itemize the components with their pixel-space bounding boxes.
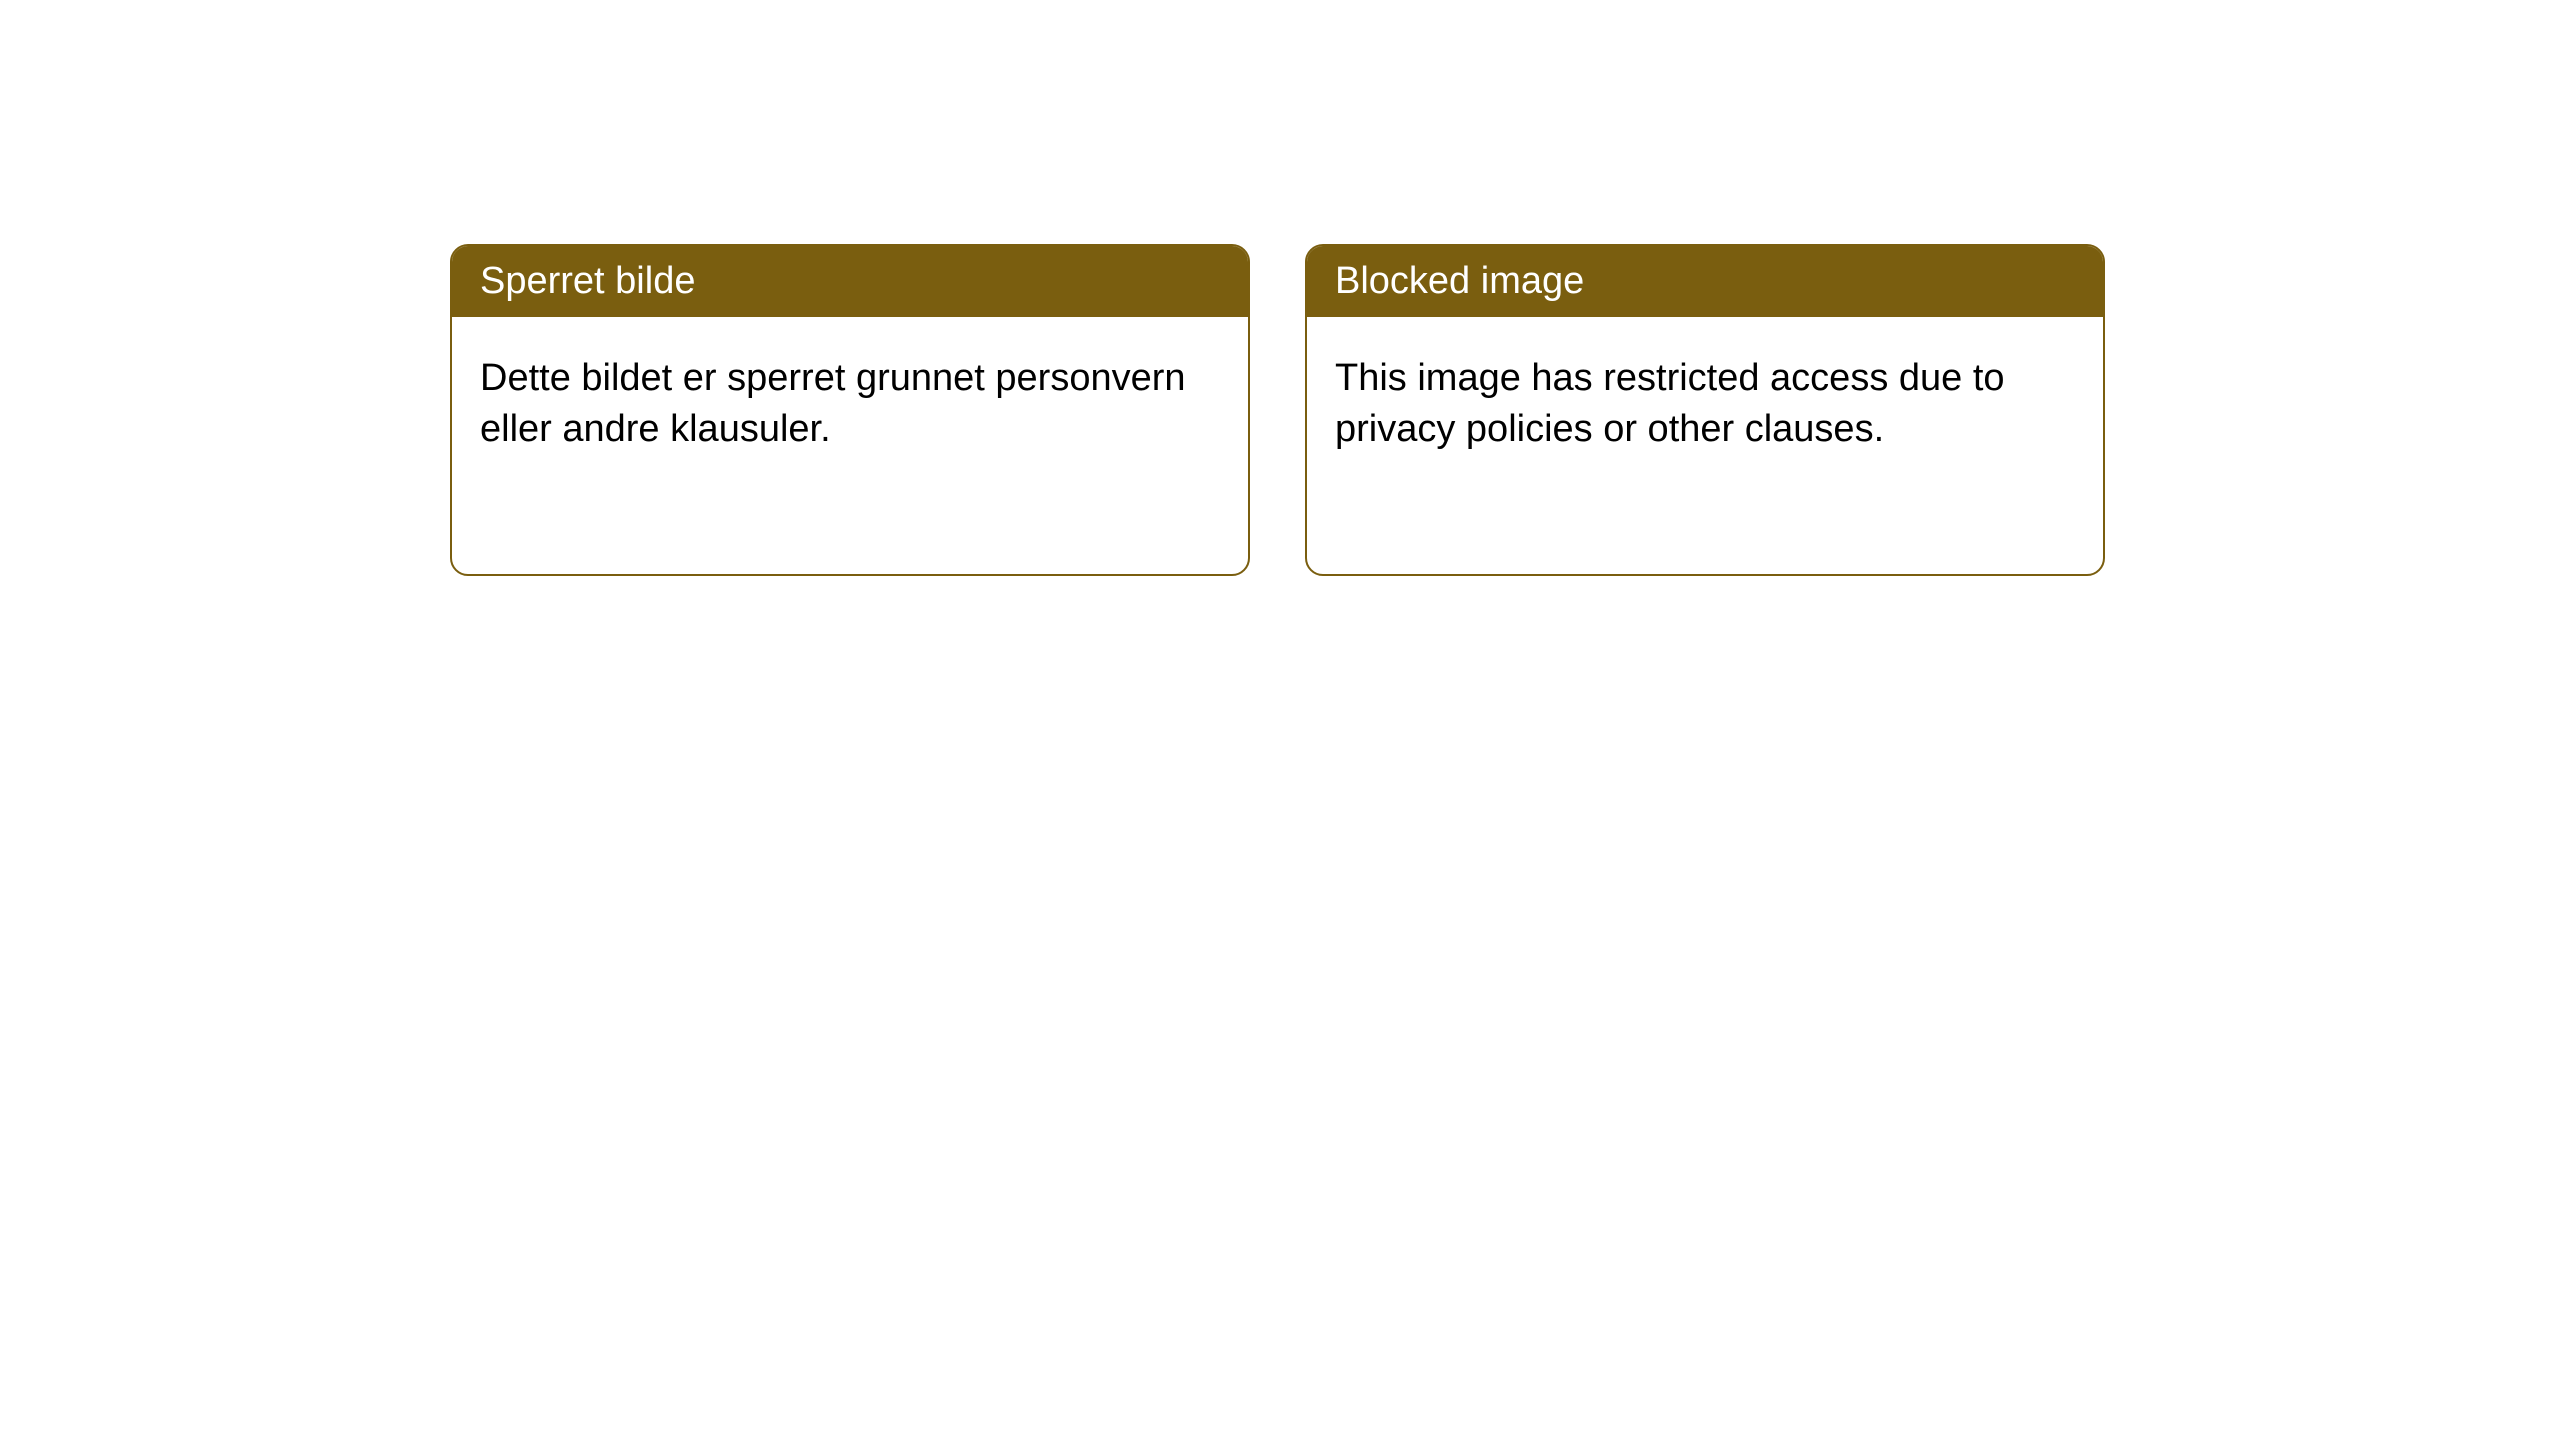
notice-card-english: Blocked image This image has restricted … bbox=[1305, 244, 2105, 576]
card-header: Blocked image bbox=[1307, 246, 2103, 317]
notice-card-norwegian: Sperret bilde Dette bildet er sperret gr… bbox=[450, 244, 1250, 576]
card-body: Dette bildet er sperret grunnet personve… bbox=[452, 317, 1248, 492]
card-body-text: Dette bildet er sperret grunnet personve… bbox=[480, 357, 1186, 450]
card-body: This image has restricted access due to … bbox=[1307, 317, 2103, 492]
card-title: Sperret bilde bbox=[480, 260, 695, 302]
card-title: Blocked image bbox=[1335, 260, 1584, 302]
card-body-text: This image has restricted access due to … bbox=[1335, 357, 2005, 450]
notice-container: Sperret bilde Dette bildet er sperret gr… bbox=[450, 244, 2105, 576]
card-header: Sperret bilde bbox=[452, 246, 1248, 317]
